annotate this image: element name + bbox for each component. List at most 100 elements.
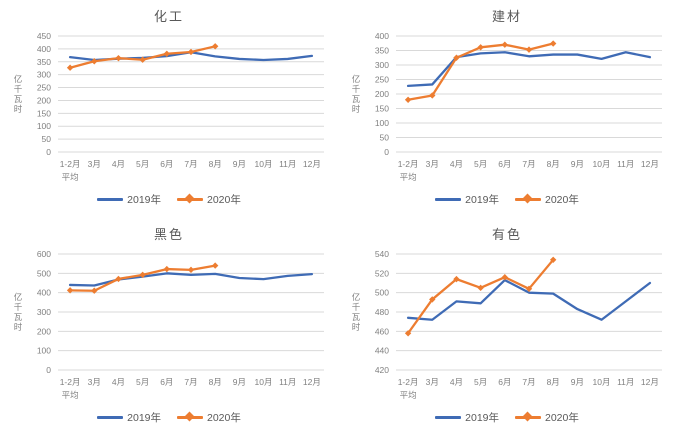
svg-text:8月: 8月	[547, 377, 560, 387]
svg-text:0: 0	[46, 365, 51, 375]
svg-text:瓦: 瓦	[352, 94, 361, 104]
svg-text:200: 200	[37, 95, 51, 105]
svg-text:300: 300	[37, 70, 51, 80]
legend-line-2019-icon	[97, 197, 124, 201]
svg-text:300: 300	[37, 307, 51, 317]
svg-text:540: 540	[375, 249, 389, 259]
svg-text:300: 300	[375, 60, 389, 70]
svg-text:5月: 5月	[474, 159, 487, 169]
legend-label-2019: 2019年	[465, 193, 499, 206]
svg-text:6月: 6月	[498, 159, 511, 169]
svg-text:亿: 亿	[352, 292, 361, 302]
svg-text:150: 150	[37, 108, 51, 118]
legend-item-2019: 2019年	[97, 410, 161, 425]
chart-panel-building-materials: 建材 0 50 100 150 200 250 300 350 400 亿千瓦时 1-2月 平均 3月 4…	[338, 0, 676, 218]
svg-text:4月: 4月	[112, 159, 125, 169]
svg-text:3月: 3月	[426, 377, 439, 387]
svg-text:460: 460	[375, 326, 389, 336]
svg-text:3月: 3月	[88, 377, 101, 387]
chart-legend: 2019年 2020年	[435, 406, 579, 428]
svg-text:4月: 4月	[112, 377, 125, 387]
svg-text:9月: 9月	[233, 159, 246, 169]
svg-text:亿: 亿	[352, 74, 361, 84]
svg-text:时: 时	[14, 104, 23, 114]
svg-text:平均: 平均	[400, 390, 417, 400]
legend-item-2020: 2020年	[177, 410, 241, 425]
legend-line-2019-icon	[435, 197, 462, 201]
svg-text:100: 100	[375, 118, 389, 128]
svg-text:150: 150	[375, 104, 389, 114]
legend-item-2020: 2020年	[177, 192, 241, 207]
svg-text:400: 400	[37, 44, 51, 54]
svg-text:0: 0	[46, 147, 51, 157]
svg-text:时: 时	[352, 104, 361, 114]
legend-line-2020-icon	[515, 411, 541, 422]
svg-text:0: 0	[384, 147, 389, 157]
svg-text:瓦: 瓦	[352, 312, 361, 322]
chart-title-building-materials: 建材	[491, 9, 522, 24]
svg-text:12月: 12月	[303, 159, 321, 169]
legend-label-2019: 2019年	[127, 411, 161, 424]
legend-item-2020: 2020年	[515, 410, 579, 425]
svg-text:5月: 5月	[136, 377, 149, 387]
svg-text:3月: 3月	[426, 159, 439, 169]
svg-text:450: 450	[37, 31, 51, 41]
svg-text:时: 时	[352, 322, 361, 332]
chart-legend: 2019年 2020年	[97, 406, 241, 428]
chart-title-ferrous: 黑色	[153, 227, 184, 242]
svg-text:平均: 平均	[62, 390, 79, 400]
chart-legend: 2019年 2020年	[435, 188, 579, 210]
svg-text:100: 100	[37, 121, 51, 131]
svg-text:600: 600	[37, 249, 51, 259]
chart-panel-ferrous: 黑色 0 100 200 300 400 500 600 亿千瓦时 1-2月 平均 3月 4月 5月 6月…	[0, 218, 338, 436]
legend-item-2020: 2020年	[515, 192, 579, 207]
svg-text:千: 千	[14, 302, 23, 312]
diamond-marker-icon	[184, 411, 195, 422]
legend-label-2020: 2020年	[207, 193, 241, 206]
svg-text:10月: 10月	[255, 377, 273, 387]
svg-text:10月: 10月	[255, 159, 273, 169]
legend-line-2020-icon	[515, 193, 541, 204]
legend-item-2019: 2019年	[435, 410, 499, 425]
chart-panel-nonferrous: 有色 420 440 460 480 500 520 540 亿千瓦时 1-2月 平均 3月 4月 5月…	[338, 218, 676, 436]
svg-text:6月: 6月	[498, 377, 511, 387]
svg-text:5月: 5月	[474, 377, 487, 387]
svg-text:420: 420	[375, 365, 389, 375]
svg-text:11月: 11月	[617, 159, 634, 169]
svg-text:12月: 12月	[641, 159, 659, 169]
legend-item-2019: 2019年	[435, 192, 499, 207]
svg-text:250: 250	[37, 83, 51, 93]
svg-text:9月: 9月	[571, 377, 584, 387]
svg-text:200: 200	[375, 89, 389, 99]
svg-text:11月: 11月	[617, 377, 634, 387]
svg-text:500: 500	[375, 288, 389, 298]
legend-line-2019-icon	[97, 415, 124, 419]
svg-text:480: 480	[375, 307, 389, 317]
legend-line-2020-icon	[177, 193, 203, 204]
diamond-marker-icon	[522, 193, 533, 204]
legend-label-2020: 2020年	[545, 193, 579, 206]
svg-text:6月: 6月	[160, 377, 173, 387]
svg-text:9月: 9月	[571, 159, 584, 169]
svg-text:瓦: 瓦	[14, 94, 23, 104]
svg-text:520: 520	[375, 268, 389, 278]
chart-title-nonferrous: 有色	[491, 227, 522, 242]
svg-text:7月: 7月	[184, 159, 197, 169]
svg-text:12月: 12月	[303, 377, 321, 387]
svg-text:350: 350	[375, 46, 389, 56]
svg-text:50: 50	[42, 134, 52, 144]
svg-text:10月: 10月	[593, 377, 611, 387]
svg-text:时: 时	[14, 322, 23, 332]
chart-panel-chemical: 化工 0 50 100 150 200 250 300 350 400 450 亿千瓦时 1-2月 平均…	[0, 0, 338, 218]
svg-text:400: 400	[375, 31, 389, 41]
svg-text:7月: 7月	[522, 377, 535, 387]
svg-text:千: 千	[14, 84, 23, 94]
diamond-marker-icon	[522, 411, 533, 422]
svg-text:亿: 亿	[14, 292, 23, 302]
svg-text:7月: 7月	[522, 159, 535, 169]
svg-text:1-2月: 1-2月	[398, 377, 419, 387]
